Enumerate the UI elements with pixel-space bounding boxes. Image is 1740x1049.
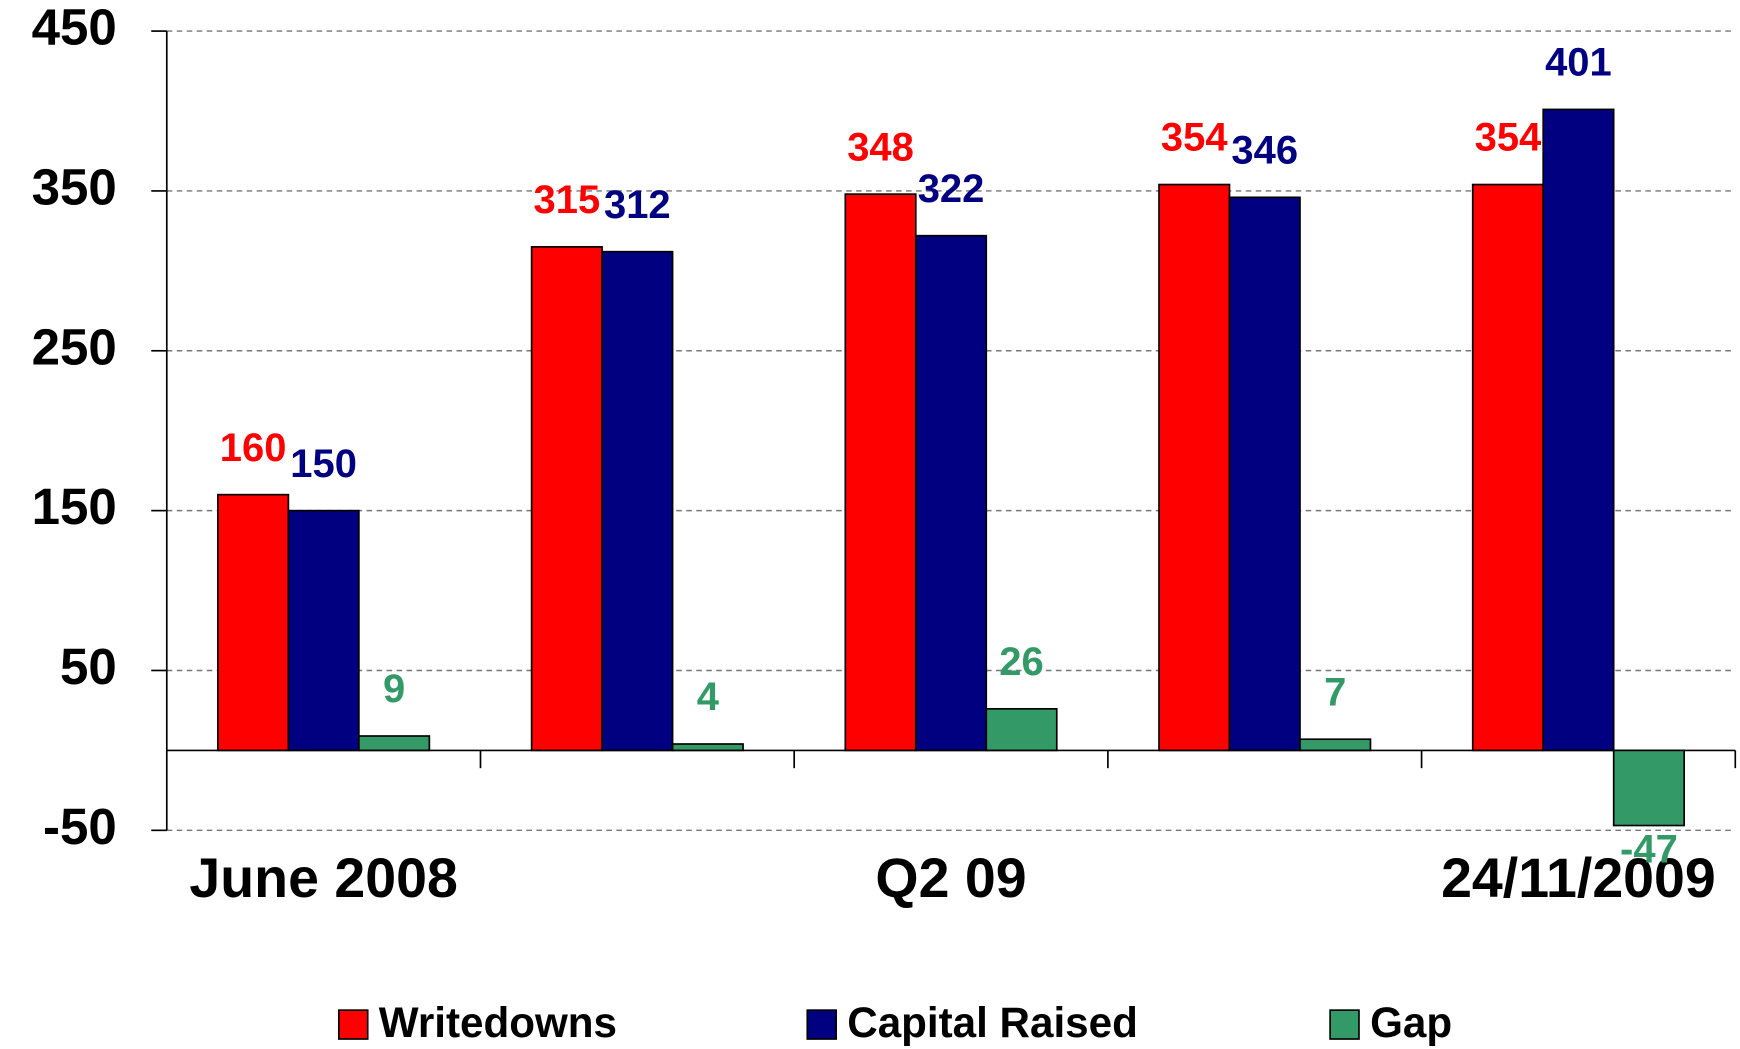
data-label: 7 — [1324, 670, 1346, 714]
legend-label: Capital Raised — [847, 999, 1138, 1046]
y-tick-label: 250 — [32, 318, 117, 375]
bar — [530, 246, 603, 752]
data-label: -47 — [1620, 828, 1678, 872]
data-label: 312 — [604, 183, 671, 227]
legend-label: Gap — [1370, 999, 1452, 1046]
bar — [985, 708, 1058, 752]
bar — [1471, 183, 1545, 752]
legend-swatch — [338, 1009, 369, 1040]
bar — [1158, 183, 1231, 752]
data-label: 9 — [383, 667, 405, 711]
y-tick-label: 150 — [32, 478, 117, 535]
bar — [1228, 196, 1301, 752]
bar — [1299, 738, 1372, 752]
data-label: 315 — [534, 178, 601, 222]
data-label: 346 — [1231, 128, 1298, 172]
data-label: 322 — [918, 167, 985, 211]
x-tick-label: Q2 09 — [875, 847, 1026, 909]
bar — [217, 493, 290, 752]
data-label: 354 — [1475, 116, 1542, 160]
legend-swatch — [1329, 1009, 1360, 1040]
data-label: 150 — [290, 442, 357, 486]
legend-swatch — [806, 1009, 837, 1040]
x-tick-label: 24/11/2009 — [1441, 847, 1716, 909]
y-tick-label: 50 — [60, 638, 117, 695]
bar — [1612, 749, 1686, 827]
data-label: 401 — [1545, 41, 1612, 85]
legend-label: Writedowns — [379, 999, 617, 1046]
bar — [914, 234, 988, 752]
data-label: 348 — [847, 125, 914, 169]
bar — [1542, 108, 1615, 752]
data-label: 26 — [999, 640, 1043, 684]
y-tick-label: -50 — [43, 798, 117, 855]
data-label: 4 — [697, 675, 719, 719]
data-label: 160 — [220, 426, 287, 470]
data-label: 354 — [1161, 116, 1228, 160]
bar — [358, 735, 431, 752]
bar — [287, 509, 360, 752]
bar — [844, 193, 917, 752]
bar — [671, 743, 744, 752]
bar — [601, 250, 674, 752]
y-tick-label: 450 — [32, 0, 117, 56]
x-tick-label: June 2008 — [189, 847, 457, 909]
y-tick-label: 350 — [32, 158, 117, 215]
